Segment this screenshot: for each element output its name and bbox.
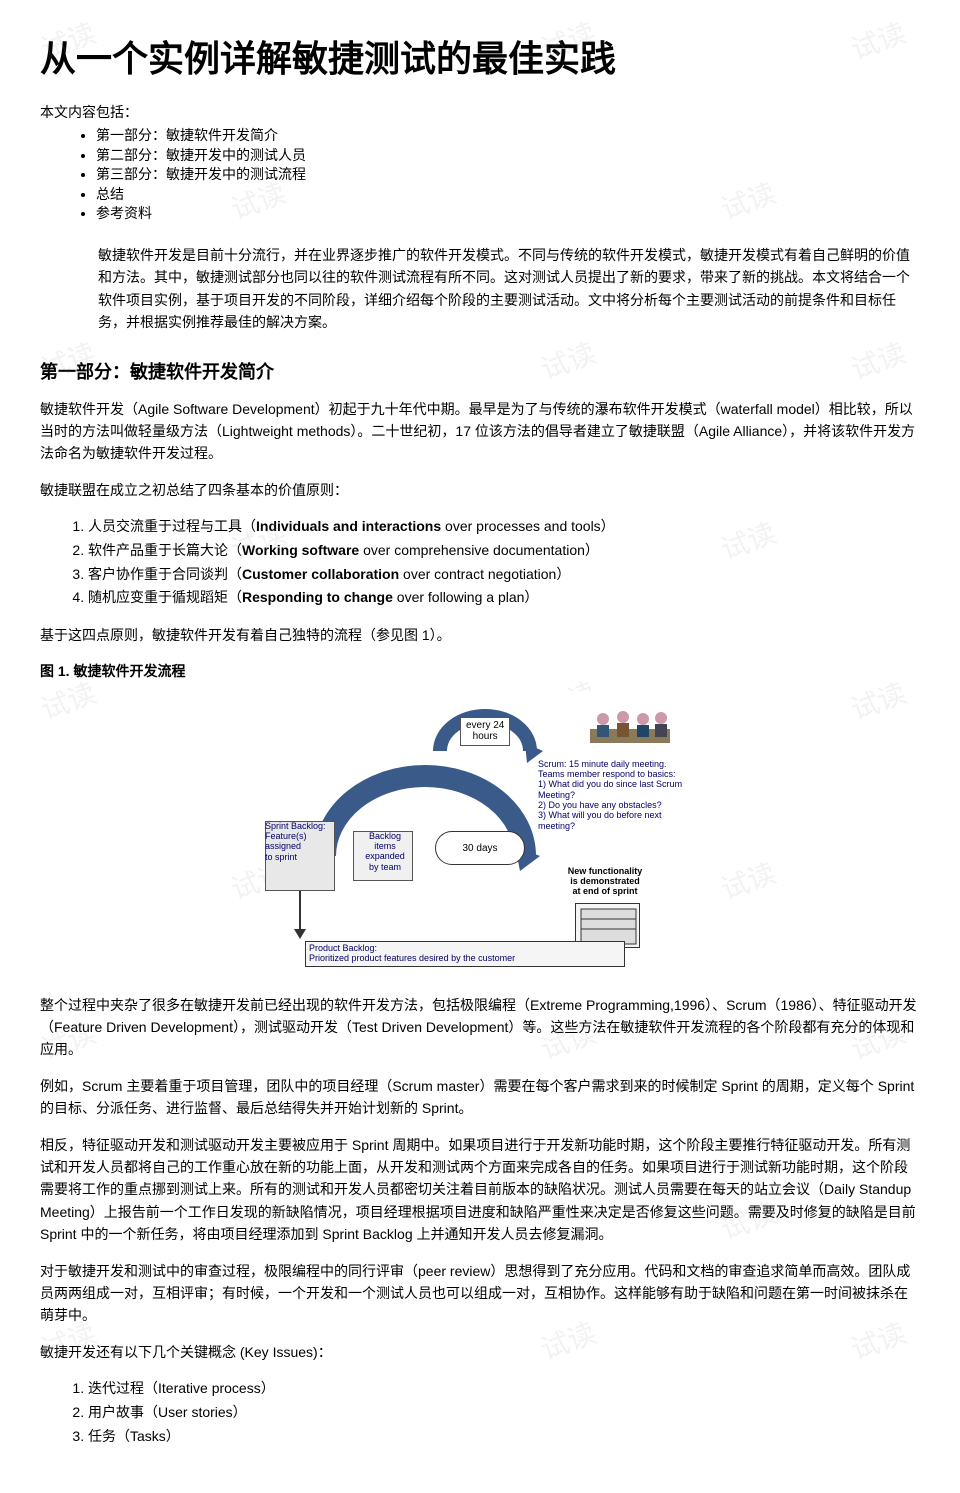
paragraph: 对于敏捷开发和测试中的审查过程，极限编程中的同行评审（peer review）思… <box>40 1260 920 1327</box>
principle-item: 客户协作重于合同谈判（Customer collaboration over c… <box>88 563 920 587</box>
paragraph: 例如，Scrum 主要着重于项目管理，团队中的项目经理（Scrum master… <box>40 1075 920 1120</box>
team-icon <box>585 701 675 751</box>
every-24-label: every 24 hours <box>460 717 510 746</box>
thirty-days-label: 30 days <box>435 831 525 865</box>
product-backlog-label: Product Backlog: Prioritized product fea… <box>309 943 625 964</box>
sprint-backlog-label: Sprint Backlog: Feature(s) assigned to s… <box>265 821 337 862</box>
paragraph: 相反，特征驱动开发和测试驱动开发主要被应用于 Sprint 周期中。如果项目进行… <box>40 1134 920 1246</box>
toc-item: 第二部分：敏捷开发中的测试人员 <box>96 146 920 166</box>
principle-item: 随机应变重于循规蹈矩（Responding to change over fol… <box>88 586 920 610</box>
principle-item: 人员交流重于过程与工具（Individuals and interactions… <box>88 515 920 539</box>
key-issue-item: 任务（Tasks） <box>88 1425 920 1449</box>
toc-item: 第三部分：敏捷开发中的测试流程 <box>96 165 920 185</box>
key-issue-item: 用户故事（User stories） <box>88 1401 920 1425</box>
toc-item: 总结 <box>96 185 920 205</box>
toc-list: 第一部分：敏捷软件开发简介 第二部分：敏捷开发中的测试人员 第三部分：敏捷开发中… <box>40 126 920 224</box>
key-issue-item: 迭代过程（Iterative process） <box>88 1377 920 1401</box>
section-heading-part1: 第一部分：敏捷软件开发简介 <box>40 358 920 384</box>
principles-list: 人员交流重于过程与工具（Individuals and interactions… <box>40 515 920 610</box>
backlog-items-label: Backlog items expanded by team <box>355 831 415 872</box>
principle-item: 软件产品重于长篇大论（Working software over compreh… <box>88 539 920 563</box>
key-issues-list: 迭代过程（Iterative process） 用户故事（User storie… <box>40 1377 920 1448</box>
scrum-description: Scrum: 15 minute daily meeting. Teams me… <box>538 759 693 831</box>
scrum-diagram: every 24 hours Scrum: 15 minute daily me… <box>265 691 695 976</box>
toc-item: 参考资料 <box>96 204 920 224</box>
watermark: 试读 <box>715 852 781 909</box>
paragraph: 整个过程中夹杂了很多在敏捷开发前已经出现的软件开发方法，包括极限编程（Extre… <box>40 994 920 1061</box>
paragraph: 敏捷开发还有以下几个关键概念 (Key Issues)： <box>40 1341 920 1363</box>
new-functionality-label: New functionality is demonstrated at end… <box>550 866 660 897</box>
figure-caption: 图 1. 敏捷软件开发流程 <box>40 661 920 681</box>
toc-item: 第一部分：敏捷软件开发简介 <box>96 126 920 146</box>
paragraph: 敏捷联盟在成立之初总结了四条基本的价值原则： <box>40 479 920 501</box>
arrow-down-icon <box>285 891 315 941</box>
page-title: 从一个实例详解敏捷测试的最佳实践 <box>40 30 920 82</box>
abstract: 敏捷软件开发是目前十分流行，并在业界逐步推广的软件开发模式。不同与传统的软件开发… <box>88 244 920 334</box>
paragraph: 基于这四点原则，敏捷软件开发有着自己独特的流程（参见图 1）。 <box>40 624 920 646</box>
intro-label: 本文内容包括： <box>40 102 920 122</box>
paragraph: 敏捷软件开发（Agile Software Development）初起于九十年… <box>40 398 920 465</box>
